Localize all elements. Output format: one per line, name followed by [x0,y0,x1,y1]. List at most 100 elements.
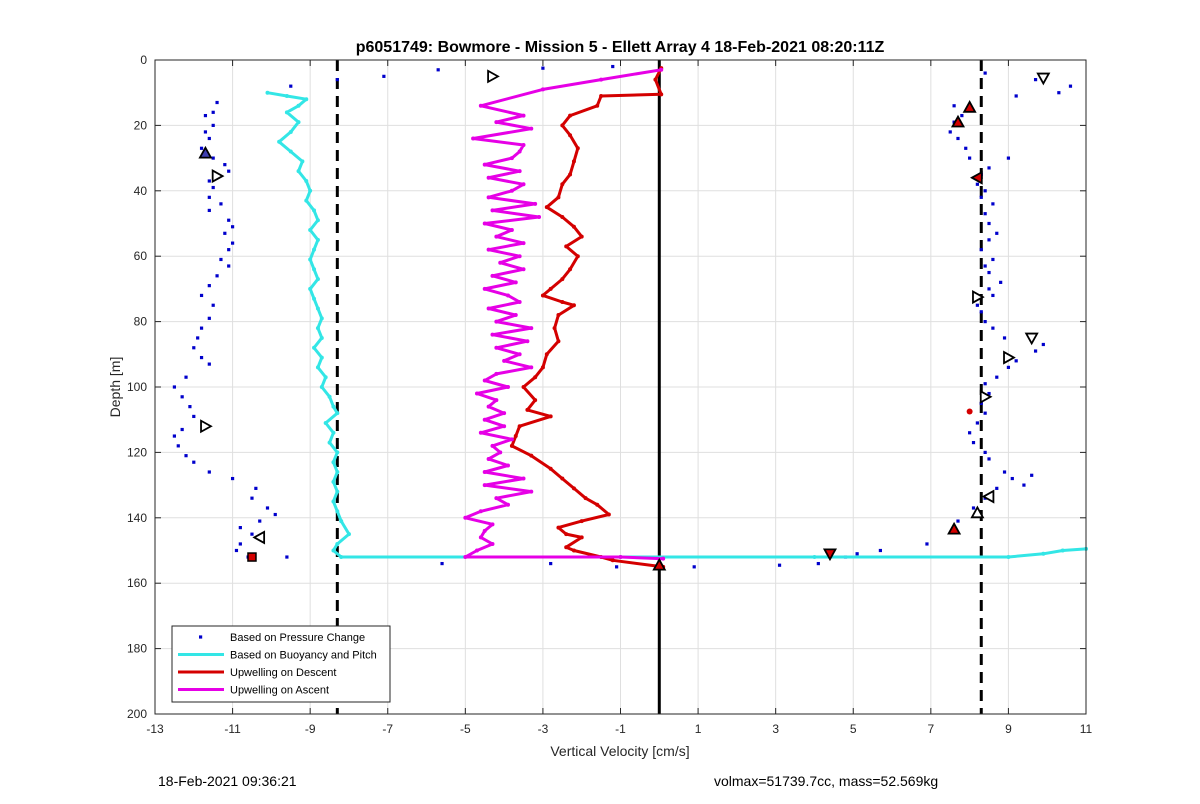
pressure-change-point [816,561,820,566]
pressure-change-point [207,179,211,183]
ascent-upwelling-line-point [521,113,526,118]
x-tick-label: -3 [538,722,549,736]
descent-upwelling-line-point [529,453,534,458]
pressure-change-point [964,146,968,150]
pressure-change-point [250,496,254,500]
pressure-change-point [436,68,440,72]
pressure-change-point [987,166,991,170]
pressure-change-point [199,326,204,330]
buoyancy-pitch-line-point [296,120,301,125]
ascent-upwelling-line-point [494,345,499,350]
descent-upwelling-line-point [517,424,522,429]
pressure-change-point [199,293,204,298]
chart-title: p6051749: Bowmore - Mission 5 - Ellett A… [356,39,885,56]
pressure-change-point [991,257,995,262]
pressure-change-point [777,563,782,567]
descent-upwelling-line-point [560,182,565,187]
ascent-upwelling-line-point [521,182,526,187]
pressure-change-point [1002,336,1007,340]
pressure-change-point [211,156,215,160]
y-tick-label: 100 [127,380,147,394]
descent-upwelling-line-point [564,244,569,249]
triangle-marker [1003,350,1016,365]
ascent-upwelling-line-point [517,254,522,259]
pressure-change-point [192,414,196,419]
y-tick-label: 0 [140,53,147,67]
pressure-change-point [180,395,184,399]
descent-upwelling-line-point [540,293,545,298]
ascent-upwelling-line-point [486,195,491,200]
pressure-change-point [987,270,991,275]
descent-upwelling-line-point [583,496,588,501]
pressure-change-point [960,113,964,118]
buoyancy-pitch-line-point [308,188,313,193]
pressure-change-point [207,362,211,366]
descent-upwelling-line-point [560,299,565,304]
ascent-upwelling-line-point [490,541,495,546]
triangle-marker [652,557,667,571]
y-tick-label: 120 [127,445,147,459]
pressure-change-point [983,71,987,75]
pressure-change-point [995,486,999,490]
buoyancy-pitch-line-point [304,178,309,183]
descent-upwelling-line-point [513,434,518,439]
descent-upwelling-line-point [653,77,658,82]
pressure-change-point [250,532,254,536]
buoyancy-pitch-line-point [284,93,289,98]
ascent-upwelling-line-point [517,169,522,174]
ascent-upwelling-line-point [463,555,468,560]
ascent-upwelling-line-point [529,365,534,370]
descent-upwelling-line-point [556,313,561,318]
pressure-change-point [230,476,235,481]
pressure-change-point [207,316,211,320]
ascent-upwelling-line-point [474,548,479,553]
pressure-change-point [987,238,991,242]
ascent-upwelling-line-point [490,443,495,448]
pressure-change-point [215,100,219,105]
pressure-change-point [211,110,215,114]
triangle-marker [979,389,993,404]
pressure-change-point [995,231,999,235]
ascent-upwelling-line-point [513,280,518,285]
pressure-change-point [219,257,223,262]
ascent-upwelling-line-point [494,234,499,239]
pressure-change-point [549,561,553,566]
triangle-marker [200,419,213,434]
buoyancy-pitch-line-point [323,420,328,425]
pressure-change-point [1057,91,1061,95]
ascent-upwelling-line-point [533,201,538,206]
ascent-upwelling-line-point [474,391,479,396]
pressure-change-point [230,241,235,245]
descent-upwelling-line-point [564,532,569,537]
x-tick-label: 9 [1005,722,1012,736]
buoyancy-pitch-line-point [312,345,317,350]
buoyancy-pitch-line-point [300,159,305,164]
ascent-upwelling-line-point [521,143,526,148]
pressure-change-point [207,208,211,213]
ascent-upwelling-line-point [482,286,487,291]
pressure-change-point [968,156,972,160]
pressure-change-point [541,66,545,70]
pressure-change-point [979,195,983,199]
series-layer [172,64,1088,569]
pressure-change-point [991,326,995,330]
descent-upwelling-line-point [533,398,538,403]
pressure-change-point [192,346,196,350]
dot-marker [966,408,973,415]
buoyancy-pitch-line-point [304,97,309,102]
buoyancy-pitch-line-point [308,286,313,291]
ascent-upwelling-line-point [478,103,483,108]
ascent-upwelling-line-point [502,358,507,363]
buoyancy-pitch-line-point [315,326,320,331]
buoyancy-pitch-line-point [1006,555,1011,560]
pressure-change-point [285,555,289,559]
reference-lines [335,60,983,714]
pressure-change-point [265,506,270,510]
buoyancy-pitch-line-point [288,129,293,134]
pressure-change-point [207,195,211,199]
x-tick-label: 5 [850,722,857,736]
ascent-upwelling-line-point [525,339,530,344]
buoyancy-pitch-line-point [812,555,817,560]
pressure-change-point [983,212,987,216]
ascent-upwelling-line-point [463,515,468,520]
